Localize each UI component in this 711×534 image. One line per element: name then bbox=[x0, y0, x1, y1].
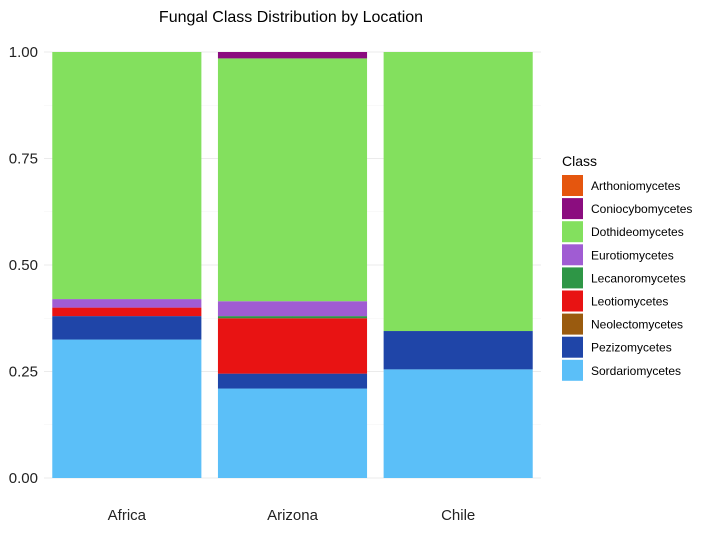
bar-segment-pezizomycetes-chile bbox=[383, 331, 533, 370]
bar-segment-coniocybomycetes-arizona bbox=[217, 52, 368, 59]
legend-swatch-lecanoromycetes bbox=[562, 267, 583, 289]
legend-swatch-neolectomycetes bbox=[562, 313, 583, 335]
legend-label: Arthoniomycetes bbox=[591, 179, 680, 193]
legend-label: Dothideomycetes bbox=[591, 225, 684, 239]
legend-label: Lecanoromycetes bbox=[591, 271, 686, 285]
bar-segment-dothideomycetes-africa bbox=[52, 52, 202, 300]
legend-label: Eurotiomycetes bbox=[591, 248, 674, 262]
legend-swatch-dothideomycetes bbox=[562, 221, 583, 243]
bar-segment-dothideomycetes-arizona bbox=[217, 58, 368, 302]
bar-segment-eurotiomycetes-africa bbox=[52, 299, 202, 308]
chart-title: Fungal Class Distribution by Location bbox=[159, 9, 423, 26]
bar-segment-leotiomycetes-africa bbox=[52, 307, 202, 317]
bar-segment-lecanoromycetes-arizona bbox=[217, 316, 368, 319]
y-tick-label: 0.75 bbox=[9, 151, 38, 168]
x-tick-label: Africa bbox=[108, 507, 147, 524]
legend-label: Pezizomycetes bbox=[591, 341, 672, 355]
legend-label: Leotiomycetes bbox=[591, 295, 668, 309]
legend-label: Neolectomycetes bbox=[591, 318, 683, 332]
legend: Class Arthoniomycetes Coniocybomycetes Dot… bbox=[562, 153, 692, 381]
legend-swatch-sordariomycetes bbox=[562, 359, 583, 381]
x-tick-label: Arizona bbox=[267, 507, 319, 524]
legend-label: Sordariomycetes bbox=[591, 364, 681, 378]
bar-segment-sordariomycetes-arizona bbox=[217, 388, 368, 478]
y-tick-label: 1.00 bbox=[9, 44, 38, 61]
bar-segment-sordariomycetes-africa bbox=[52, 339, 202, 478]
bar-segment-dothideomycetes-chile bbox=[383, 52, 533, 332]
axes: Africa Arizona Chile 0.00 0.25 0.50 0.75 1.00 bbox=[9, 44, 475, 524]
legend-swatch-coniocybomycetes bbox=[562, 198, 583, 220]
legend-swatch-eurotiomycetes bbox=[562, 244, 583, 266]
legend-swatch-leotiomycetes bbox=[562, 290, 583, 312]
legend-title: Class bbox=[562, 153, 597, 169]
legend-swatch-pezizomycetes bbox=[562, 336, 583, 358]
legend-swatch-arthoniomycetes bbox=[562, 175, 583, 196]
y-tick-label: 0.50 bbox=[9, 257, 38, 274]
y-tick-label: 0.25 bbox=[9, 364, 38, 381]
legend-label: Coniocybomycetes bbox=[591, 202, 692, 216]
bar-segment-leotiomycetes-arizona bbox=[217, 318, 368, 374]
bar-segment-pezizomycetes-arizona bbox=[217, 373, 368, 389]
y-tick-label: 0.00 bbox=[9, 470, 38, 487]
bars bbox=[52, 52, 533, 478]
bar-segment-pezizomycetes-africa bbox=[52, 316, 202, 340]
bar-segment-eurotiomycetes-arizona bbox=[217, 301, 368, 317]
x-tick-label: Chile bbox=[441, 507, 475, 524]
bar-segment-sordariomycetes-chile bbox=[383, 369, 533, 478]
